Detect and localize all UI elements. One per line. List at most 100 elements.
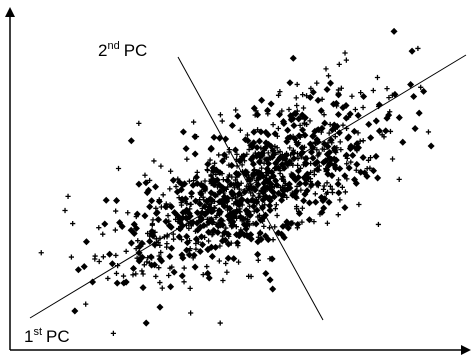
point xyxy=(301,120,307,126)
point xyxy=(334,180,342,188)
point xyxy=(299,219,305,225)
point xyxy=(146,237,154,245)
point xyxy=(187,285,193,292)
point xyxy=(268,255,276,263)
point xyxy=(239,162,245,168)
point xyxy=(113,197,121,205)
point xyxy=(214,184,221,190)
point xyxy=(113,208,119,214)
point xyxy=(96,258,102,265)
point xyxy=(296,180,304,188)
point xyxy=(321,183,327,189)
point xyxy=(135,180,143,188)
point xyxy=(354,111,362,119)
point xyxy=(207,157,213,163)
point xyxy=(152,183,160,191)
point xyxy=(258,154,264,160)
point xyxy=(197,182,204,188)
point xyxy=(298,187,304,193)
point xyxy=(133,246,139,252)
point xyxy=(294,151,301,157)
point xyxy=(231,185,238,191)
point xyxy=(262,176,270,184)
point xyxy=(166,252,174,260)
point xyxy=(294,195,300,201)
point xyxy=(170,231,176,237)
point xyxy=(335,189,343,197)
point xyxy=(190,251,198,259)
point xyxy=(286,79,294,87)
point xyxy=(142,319,150,327)
point xyxy=(188,194,195,200)
point xyxy=(190,255,196,261)
point xyxy=(233,107,239,113)
point xyxy=(374,74,381,81)
point xyxy=(179,208,187,216)
point xyxy=(160,192,166,198)
point xyxy=(407,81,415,89)
point xyxy=(182,199,189,205)
point xyxy=(250,104,258,112)
point xyxy=(173,216,179,223)
point xyxy=(234,207,240,213)
point xyxy=(284,126,292,134)
point xyxy=(286,106,292,113)
point xyxy=(324,143,332,151)
point xyxy=(312,191,318,197)
point xyxy=(247,235,255,243)
point xyxy=(338,147,344,153)
point xyxy=(300,132,306,138)
point xyxy=(228,222,234,228)
point xyxy=(342,189,349,195)
label-sup: nd xyxy=(107,40,119,52)
point xyxy=(134,255,140,261)
point xyxy=(325,73,332,79)
point xyxy=(218,237,226,245)
point xyxy=(193,133,200,140)
point xyxy=(254,152,260,158)
point xyxy=(308,181,316,189)
point xyxy=(250,128,258,136)
point xyxy=(254,127,261,133)
label-base: 1 xyxy=(24,327,33,346)
point xyxy=(244,132,251,138)
point xyxy=(236,186,242,192)
point xyxy=(183,239,191,247)
point xyxy=(186,225,192,232)
point xyxy=(265,160,273,168)
point xyxy=(308,148,316,156)
point xyxy=(237,209,243,215)
point xyxy=(258,96,266,104)
point xyxy=(216,152,222,158)
point xyxy=(164,204,170,210)
point xyxy=(332,134,338,140)
point xyxy=(216,258,222,264)
point xyxy=(273,202,279,208)
point xyxy=(129,264,138,272)
point xyxy=(191,263,199,271)
point xyxy=(166,222,172,228)
point xyxy=(327,136,335,144)
point xyxy=(158,249,164,256)
point xyxy=(372,152,380,160)
point xyxy=(113,252,119,259)
point xyxy=(277,89,283,95)
point xyxy=(285,163,291,169)
point xyxy=(179,128,187,136)
point xyxy=(334,111,342,119)
point xyxy=(168,168,174,174)
point xyxy=(100,254,106,260)
point xyxy=(295,115,303,123)
point xyxy=(415,109,423,117)
point xyxy=(182,145,190,153)
point xyxy=(314,80,320,86)
point xyxy=(256,229,264,237)
point xyxy=(363,172,371,180)
point xyxy=(151,158,157,164)
point xyxy=(317,107,325,115)
point xyxy=(83,301,89,307)
point xyxy=(157,242,163,248)
point xyxy=(138,254,144,260)
point xyxy=(264,236,272,244)
